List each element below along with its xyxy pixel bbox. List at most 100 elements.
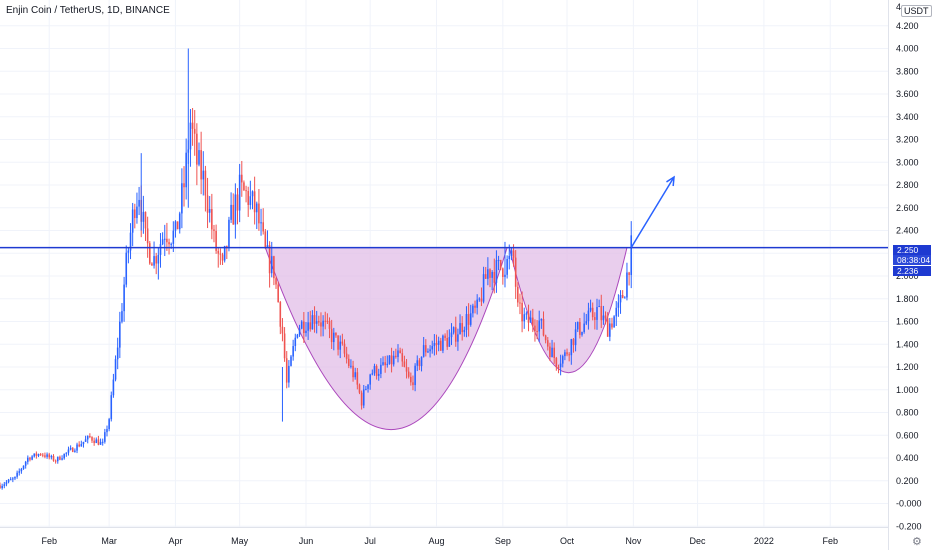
candle-body [253, 191, 256, 213]
candle-body [170, 243, 172, 245]
candle-body [183, 183, 185, 188]
y-tick-label: 4.000 [896, 44, 919, 54]
countdown-label: 08:38:04 [893, 255, 931, 265]
candle-body [476, 299, 478, 308]
y-tick-label: 0.200 [896, 476, 919, 486]
candle-body [101, 441, 104, 443]
cup-pattern [264, 247, 508, 430]
candle-body [596, 307, 598, 320]
candle-body [482, 274, 485, 302]
y-tick-label: 2.400 [896, 226, 919, 236]
candle-body [114, 359, 117, 380]
gear-icon[interactable]: ⚙ [912, 536, 922, 548]
y-tick-label: 3.400 [896, 112, 919, 122]
candle-body [7, 479, 10, 483]
candle-body [388, 355, 391, 364]
candle-body [403, 361, 406, 367]
candle-body [33, 453, 36, 457]
candle-body [502, 268, 504, 277]
candle-body [414, 365, 416, 386]
candle-body [544, 335, 547, 341]
candle-body [579, 322, 581, 335]
candle-body [613, 316, 615, 328]
candle-body [307, 322, 309, 331]
candle-body [273, 256, 275, 279]
candle-body [350, 365, 352, 367]
candle-body [148, 243, 151, 264]
candle-body [617, 302, 620, 308]
y-axis[interactable]: 4.200 4.000 3.800 3.600 3.400 3.200 3.000 2.800… [896, 21, 922, 532]
candle-body [606, 318, 609, 337]
candle-body [365, 388, 367, 390]
candle-body [328, 320, 331, 329]
candle-body [410, 376, 412, 383]
candle-body [465, 314, 468, 330]
candle-body [86, 436, 89, 440]
candle-body [260, 222, 262, 224]
candle-body [185, 152, 187, 188]
candle-body [249, 196, 252, 205]
x-axis[interactable]: Feb Mar Apr May Jun Jul Aug Sep Oct Nov Dec 2022 Feb [41, 536, 838, 546]
candle-body [226, 245, 228, 248]
candle-body [397, 350, 399, 357]
candle-body [97, 439, 100, 445]
y-tick-label: 2.000 [896, 271, 919, 281]
candle-body [448, 337, 451, 347]
candle-body [91, 437, 93, 441]
candle-body [121, 311, 123, 322]
candle-body [174, 221, 177, 231]
candle-body [5, 482, 8, 485]
candle-body [591, 307, 594, 318]
candle-body [181, 183, 183, 214]
candle-body [255, 203, 258, 213]
candle-body [176, 221, 179, 230]
candle-body [35, 453, 38, 456]
candle-body [138, 199, 140, 207]
candle-body [104, 432, 106, 442]
candle-body [315, 321, 318, 324]
currency-badge[interactable]: USDT [901, 5, 932, 17]
candle-body [380, 364, 382, 374]
candle-body [594, 317, 596, 320]
candle-body [234, 194, 237, 225]
scale-top-label: 4 [896, 2, 902, 12]
handle-pattern [508, 247, 628, 374]
candle-body [566, 352, 568, 355]
candle-body [144, 211, 147, 229]
candle-body [546, 340, 549, 347]
candle-body [161, 239, 164, 245]
candle-body [108, 419, 110, 430]
candle-body [604, 315, 607, 319]
candle-body [155, 256, 158, 264]
candle-body [472, 305, 474, 314]
candle-body [463, 329, 466, 333]
candle-body [493, 271, 496, 283]
candle-body [219, 253, 222, 255]
candle-body [20, 468, 23, 472]
candle-body [18, 471, 21, 473]
breakout-arrow[interactable] [630, 175, 675, 248]
candle-body [288, 365, 290, 383]
candle-body [559, 363, 562, 368]
candle-body [151, 263, 153, 266]
candle-body [270, 256, 273, 274]
candle-body [266, 245, 269, 248]
x-tick-label: Oct [560, 536, 575, 546]
candle-body [339, 341, 342, 350]
candle-body [506, 259, 508, 275]
candle-body [341, 341, 344, 344]
candle-body [200, 150, 202, 180]
candle-body [367, 384, 369, 389]
candle-body [232, 204, 235, 225]
chart-title: Enjin Coin / TetherUS, 1D, BINANCE [6, 5, 170, 16]
candle-body [555, 357, 558, 368]
candle-body [238, 174, 241, 211]
candle-body [208, 209, 211, 213]
candle-body [549, 346, 551, 357]
candle-body [221, 254, 224, 261]
candle-body [628, 272, 630, 275]
y-tick-label: 2.800 [896, 180, 919, 190]
candle-body [223, 245, 226, 261]
candle-body [525, 313, 528, 315]
